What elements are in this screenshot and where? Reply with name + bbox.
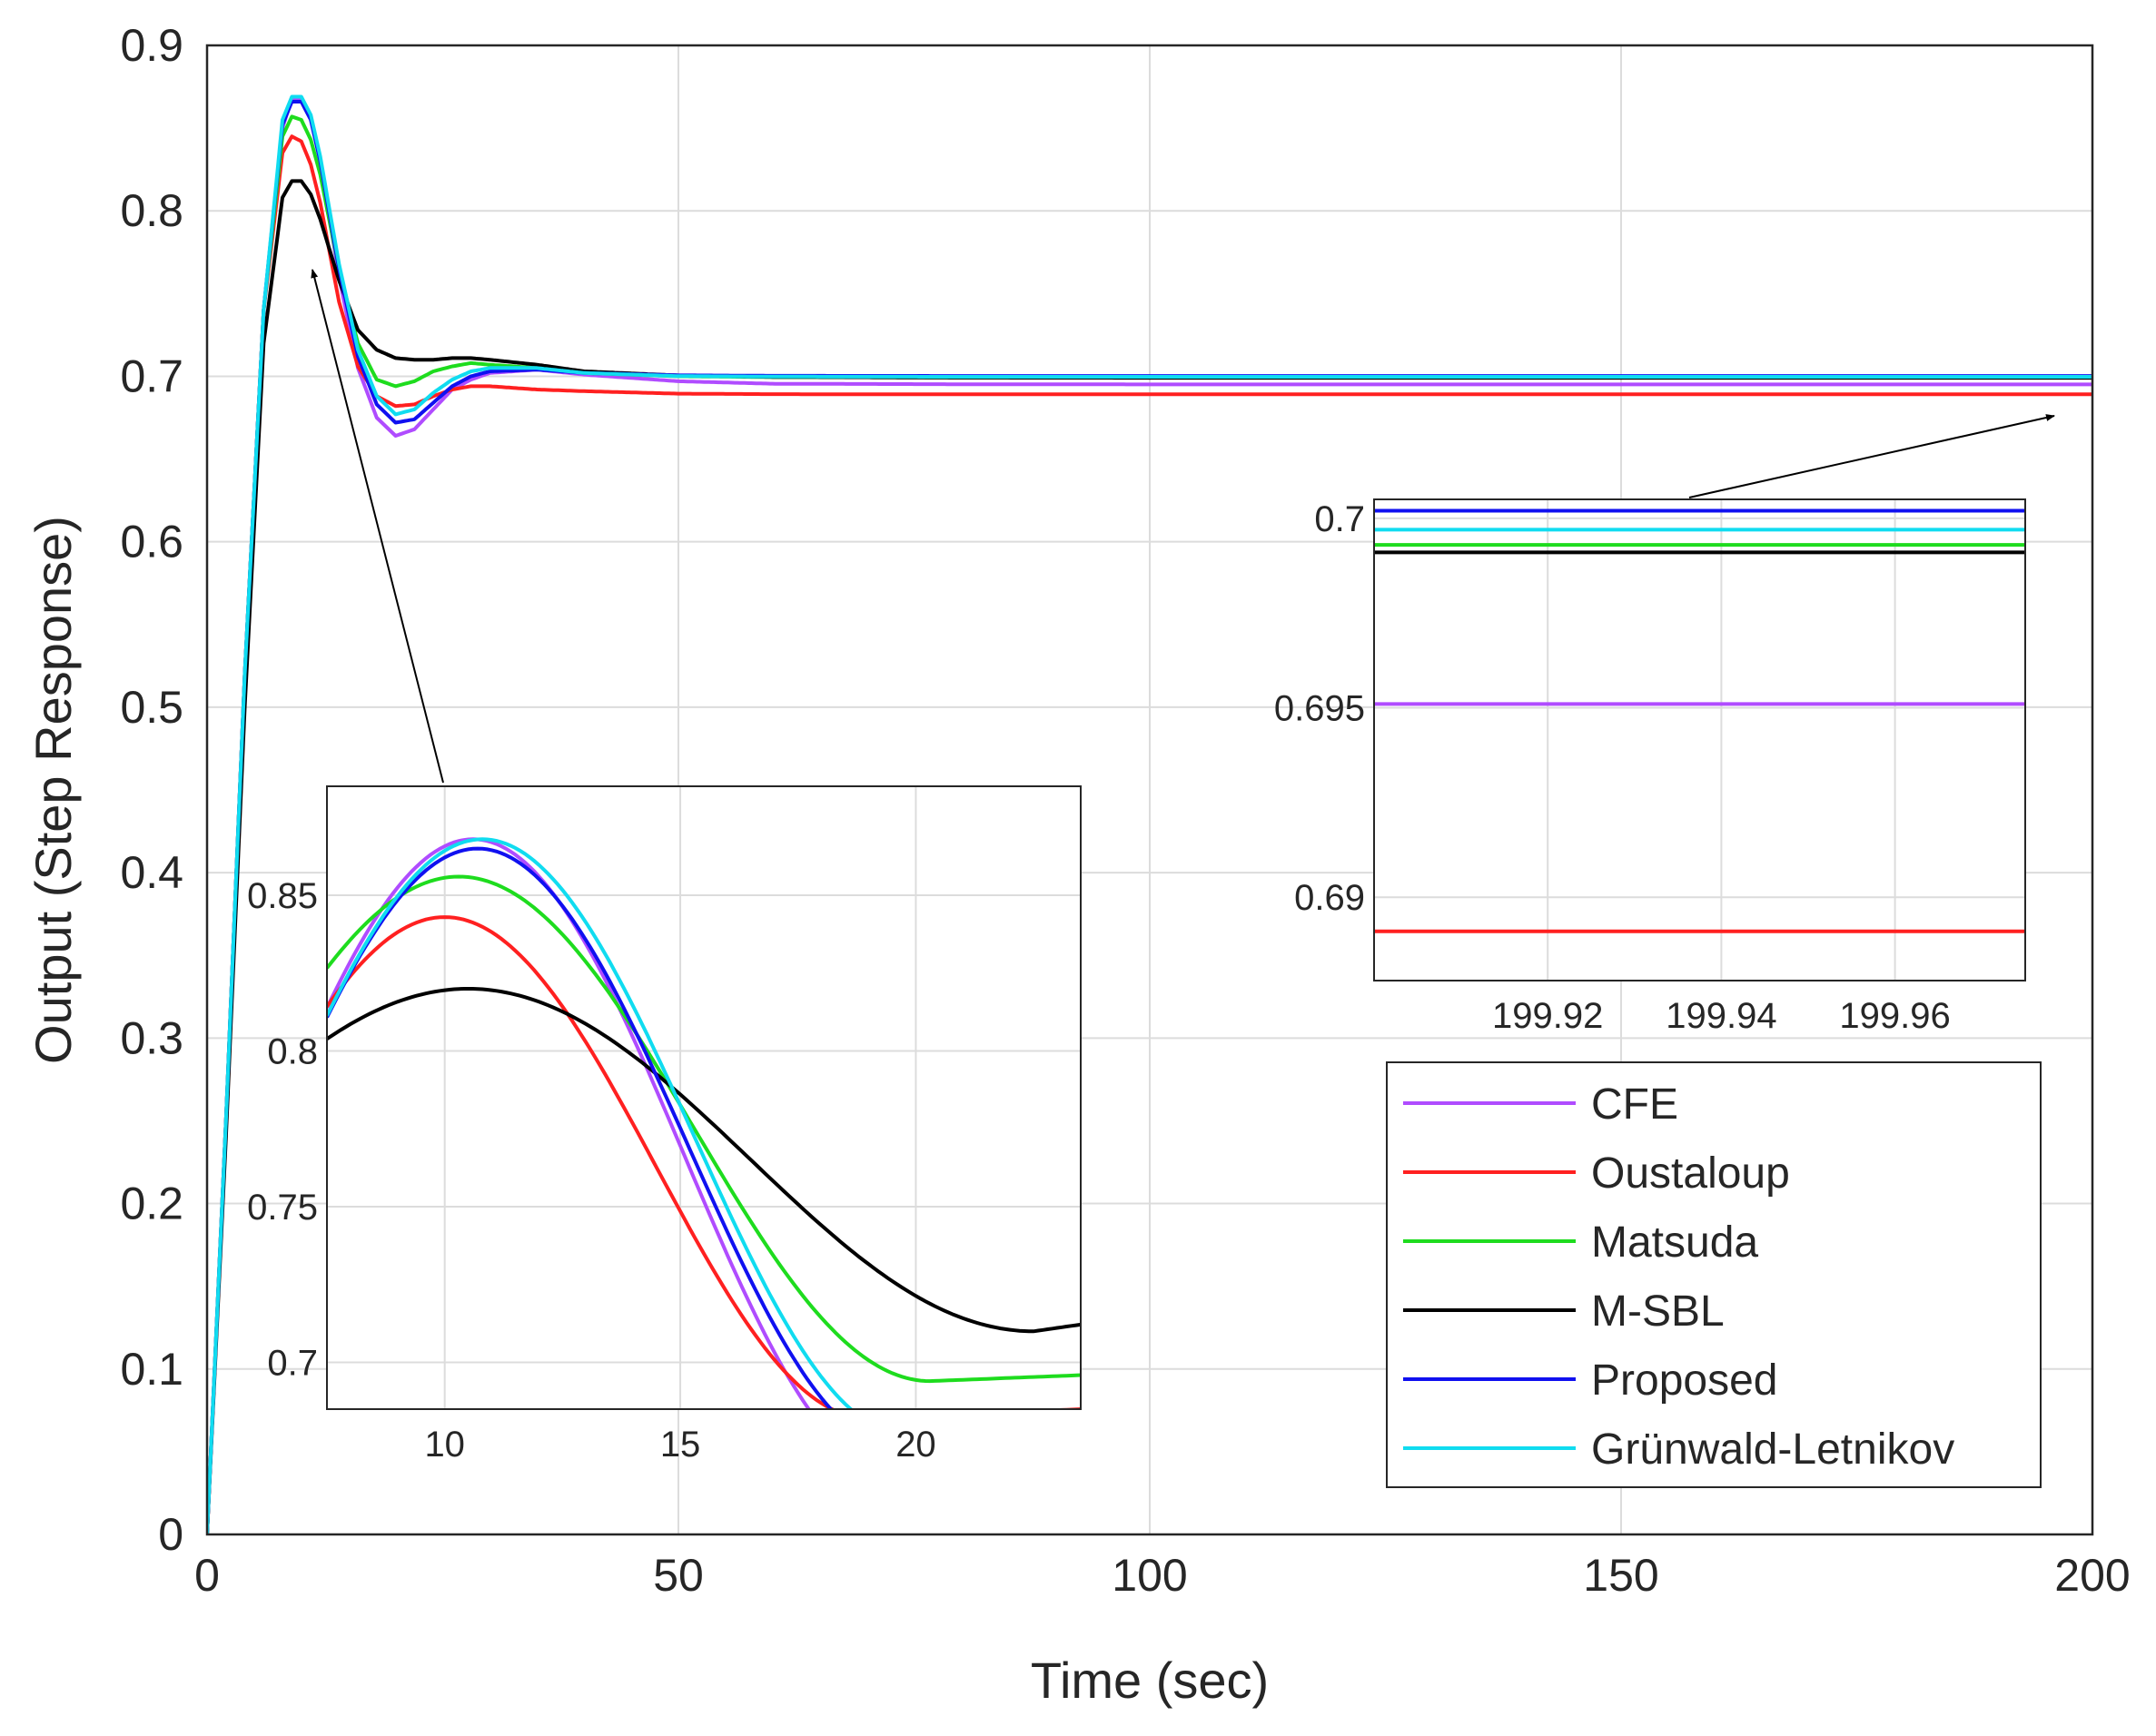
- main-x-tick-label: 0: [194, 1550, 220, 1601]
- peak-zoom-line-matsuda: [327, 874, 1081, 1384]
- main-x-tick-label: 150: [1583, 1550, 1658, 1601]
- inset-steady-plot-area: [1374, 499, 2025, 981]
- series-line-oustaloup: [207, 134, 2092, 1534]
- legend: CFE Oustaloup Matsuda M-SBL Proposed Grünwald…: [1386, 1061, 2042, 1488]
- main-y-tick-label: 0.9: [120, 20, 183, 71]
- main-y-tick-label: 0.6: [120, 517, 183, 567]
- main-y-tick-label: 0: [158, 1509, 183, 1560]
- inset-steady-axes: 199.92 199.94 199.96 0.69 0.695 0.7: [1274, 498, 2026, 1036]
- main-y-tick-label: 0.4: [120, 847, 183, 898]
- inset-peak-plot-area: [327, 786, 1081, 1409]
- steady-state-zoom-x-tick-label: 199.92: [1492, 996, 1603, 1036]
- main-y-tick-label: 0.8: [120, 185, 183, 236]
- inset-peak-x-ticks: 10 15 20: [424, 1425, 935, 1465]
- inset-peak-arrow: [311, 269, 444, 784]
- legend-label: Proposed: [1591, 1356, 1777, 1405]
- peak-zoom-y-tick-label: 0.75: [247, 1188, 318, 1228]
- steady-state-zoom-x-tick-label: 199.94: [1666, 996, 1776, 1036]
- steady-state-zoom-y-tick-label: 0.69: [1294, 878, 1365, 918]
- inset-peak-frame: [326, 785, 1082, 1410]
- peak-zoom-line-proposed: [327, 846, 834, 1409]
- legend-label: Oustaloup: [1591, 1149, 1790, 1198]
- steady-state-zoom-x-tick-label: 199.96: [1839, 996, 1950, 1036]
- inset-peak-axes: 10 15 20 0.7 0.75 0.8 0.85: [247, 785, 1082, 1465]
- legend-box: [1386, 1061, 2042, 1488]
- main-x-tick-label: 50: [653, 1550, 704, 1601]
- main-x-tick-label: 200: [2054, 1550, 2130, 1601]
- steady-state-zoom-y-tick-label: 0.7: [1314, 499, 1365, 539]
- y-axis-label: Output (Step Response): [25, 516, 82, 1064]
- inset-steady-arrow: [1688, 414, 2055, 498]
- legend-label: Grünwald-Letnikov: [1591, 1425, 1954, 1474]
- legend-entries: CFE Oustaloup Matsuda M-SBL Proposed Grünwald…: [1403, 1080, 1954, 1474]
- peak-zoom-line-oustaloup: [327, 915, 1081, 1409]
- main-y-tick-label: 0.7: [120, 350, 183, 401]
- peak-zoom-line-m-sbl: [327, 987, 1081, 1334]
- main-x-ticks: 0 50 100 150 200: [194, 1550, 2131, 1601]
- inset-peak-grid: [327, 786, 1081, 1409]
- peak-zoom-y-tick-label: 0.7: [267, 1344, 318, 1384]
- inset-peak-series: [327, 837, 1081, 1409]
- peak-zoom-line-cfe: [327, 837, 812, 1409]
- peak-zoom-y-tick-label: 0.85: [247, 876, 318, 916]
- main-y-ticks: 0 0.1 0.2 0.3 0.4 0.5 0.6 0.7 0.8 0.9: [120, 20, 183, 1560]
- peak-zoom-x-tick-label: 20: [895, 1425, 936, 1465]
- main-x-tick-label: 100: [1112, 1550, 1187, 1601]
- steady-state-zoom-y-tick-label: 0.695: [1274, 689, 1365, 729]
- inset-steady-y-ticks: 0.69 0.695 0.7: [1274, 499, 1365, 918]
- peak-zoom-x-tick-label: 15: [660, 1425, 701, 1465]
- inset-steady-series: [1374, 508, 2025, 933]
- main-y-tick-label: 0.5: [120, 682, 183, 733]
- peak-zoom-line-gr-nwald-letnikov: [327, 837, 854, 1409]
- legend-label: M-SBL: [1591, 1287, 1725, 1336]
- inset-peak-y-ticks: 0.7 0.75 0.8 0.85: [247, 876, 318, 1384]
- inset-steady-grid: [1374, 499, 2025, 981]
- inset-steady-x-ticks: 199.92 199.94 199.96: [1492, 996, 1951, 1036]
- main-y-tick-label: 0.1: [120, 1344, 183, 1395]
- x-axis-label: Time (sec): [1031, 1652, 1269, 1709]
- main-series: [207, 94, 2092, 1534]
- peak-zoom-x-tick-label: 10: [424, 1425, 465, 1465]
- peak-zoom-y-tick-label: 0.8: [267, 1032, 318, 1072]
- legend-label: CFE: [1591, 1080, 1678, 1129]
- inset-steady-frame: [1373, 498, 2026, 981]
- series-line-gr-nwald-letnikov: [207, 94, 2092, 1534]
- main-axes-frame: [205, 44, 2094, 1536]
- main-y-tick-label: 0.2: [120, 1179, 183, 1229]
- legend-label: Matsuda: [1591, 1218, 1758, 1267]
- main-y-tick-label: 0.3: [120, 1012, 183, 1063]
